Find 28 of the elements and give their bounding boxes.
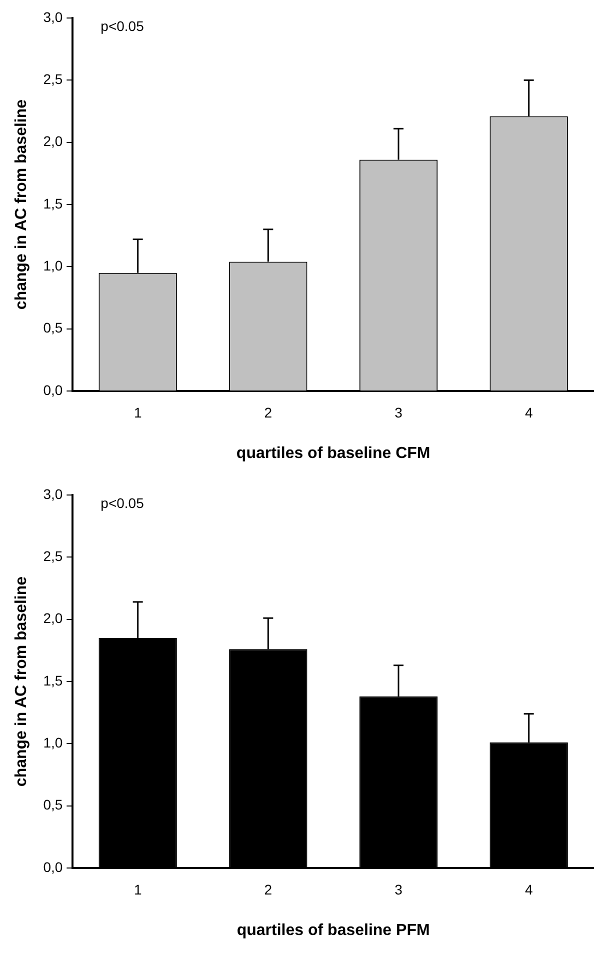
annotation: p<0.05 [100, 494, 144, 511]
x-tick-label: 2 [264, 881, 272, 898]
y-tick-label: 0,0 [43, 382, 63, 398]
y-tick-label: 0,0 [43, 858, 63, 875]
x-axis-title: quartiles of baseline PFM [236, 922, 430, 939]
x-tick-label: 2 [264, 404, 272, 420]
y-tick-label: 1,0 [43, 258, 63, 274]
y-tick-label: 1,5 [43, 195, 63, 212]
x-tick-label: 1 [134, 404, 142, 420]
y-tick-label: 2,0 [43, 610, 63, 626]
y-tick-label: 1,5 [43, 672, 63, 688]
x-tick-label: 3 [394, 881, 403, 898]
x-tick-label: 4 [524, 404, 533, 420]
y-tick-label: 1,0 [43, 734, 63, 751]
y-tick-label: 2,5 [43, 548, 63, 564]
y-tick-label: 0,5 [43, 320, 63, 336]
x-tick-label: 4 [524, 881, 533, 898]
y-tick-label: 3,0 [43, 8, 63, 25]
y-axis-title: change in AC from baseline [13, 576, 30, 787]
y-axis-title: change in AC from baseline [13, 99, 30, 310]
x-tick-label: 1 [134, 881, 142, 898]
y-tick-label: 2,5 [43, 71, 63, 88]
y-tick-label: 0,5 [43, 796, 63, 813]
y-tick-label: 3,0 [43, 486, 63, 502]
y-tick-label: 2,0 [43, 133, 63, 150]
x-tick-label: 3 [394, 404, 403, 420]
annotation: p<0.05 [100, 18, 144, 34]
x-axis-title: quartiles of baseline CFM [236, 444, 430, 462]
